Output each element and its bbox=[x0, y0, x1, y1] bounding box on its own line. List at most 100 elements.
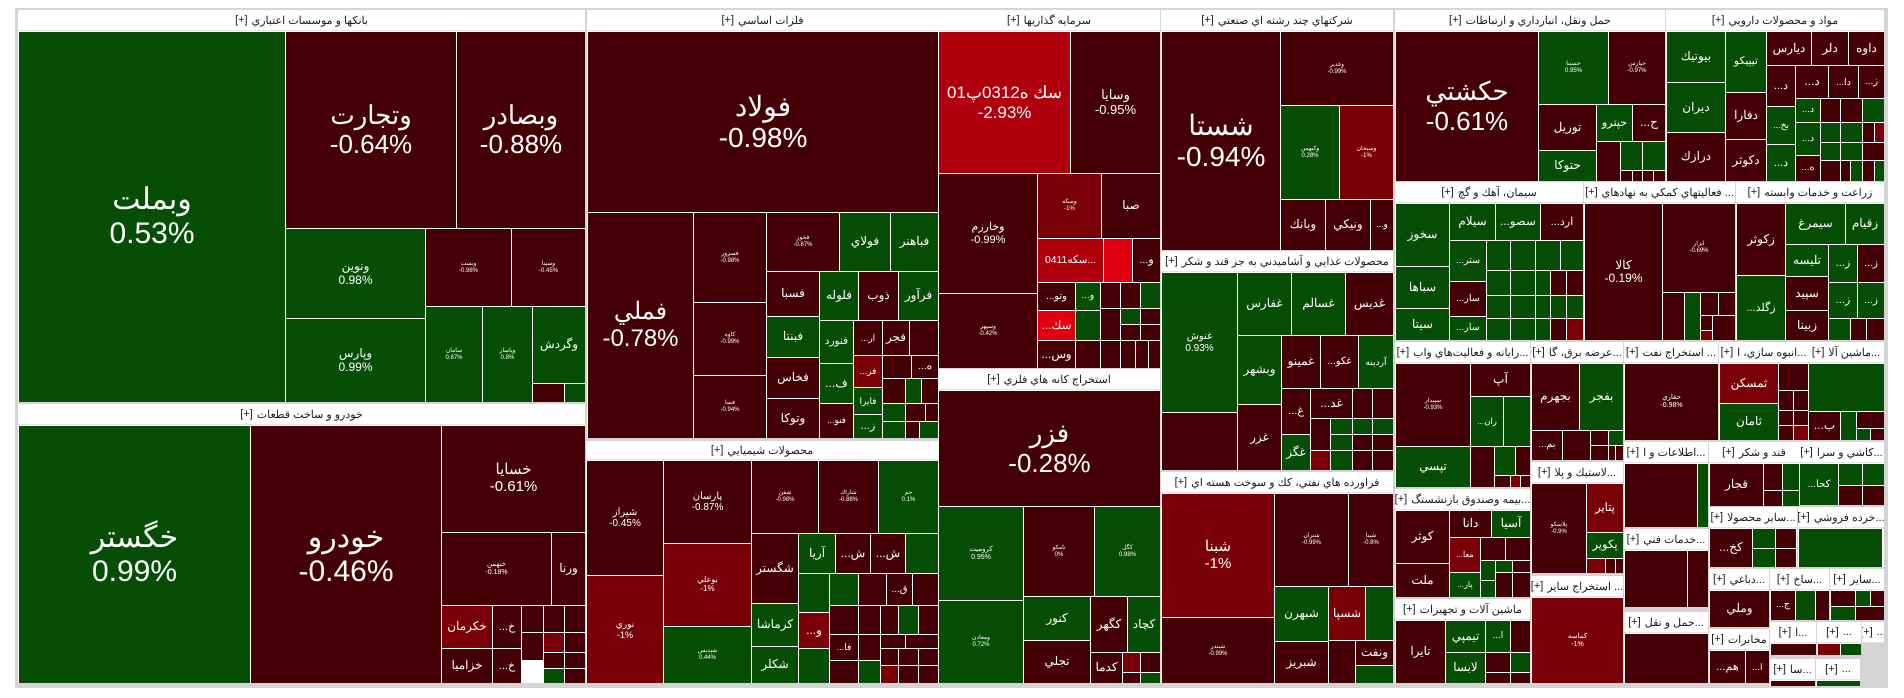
stock-tile[interactable] bbox=[1643, 171, 1653, 181]
stock-tile[interactable]: وبانك bbox=[1281, 200, 1325, 250]
expand-button[interactable]: [+] bbox=[1531, 580, 1544, 592]
stock-tile[interactable] bbox=[565, 384, 585, 402]
stock-tile[interactable]: سك ه0312پ01 -2.93% bbox=[939, 32, 1070, 173]
stock-tile[interactable] bbox=[1563, 431, 1590, 460]
stock-tile[interactable] bbox=[1609, 431, 1623, 445]
stock-tile[interactable]: غزر bbox=[1238, 405, 1281, 470]
stock-tile[interactable]: ...ز bbox=[1858, 245, 1884, 282]
sector-header[interactable]: خودرو و ساخت قطعات [+] bbox=[18, 404, 585, 425]
stock-tile[interactable] bbox=[1516, 447, 1530, 475]
stock-tile[interactable] bbox=[1867, 319, 1884, 340]
stock-tile[interactable] bbox=[1511, 653, 1530, 672]
expand-button[interactable]: [+] bbox=[1626, 533, 1640, 545]
sector-header[interactable]: محصولات غذايي و آشاميدني به جز قند و شكر… bbox=[1161, 251, 1393, 272]
stock-tile[interactable]: غنوش 0.93% bbox=[1162, 273, 1237, 412]
stock-tile[interactable] bbox=[1779, 426, 1793, 440]
stock-tile[interactable] bbox=[799, 649, 829, 683]
stock-tile[interactable] bbox=[1121, 325, 1140, 340]
stock-tile[interactable] bbox=[1841, 143, 1862, 160]
expand-button[interactable]: [+] bbox=[1007, 14, 1020, 26]
sector-header[interactable]: ...رايانه و فعاليت‌هاي واب [+] bbox=[1395, 342, 1530, 363]
stock-tile[interactable] bbox=[1121, 309, 1140, 324]
stock-tile[interactable] bbox=[926, 404, 938, 421]
stock-tile[interactable] bbox=[906, 422, 919, 438]
stock-tile[interactable]: غگز bbox=[1282, 435, 1310, 470]
stock-tile[interactable]: فايرا bbox=[854, 388, 882, 414]
stock-tile[interactable] bbox=[1311, 419, 1330, 450]
stock-tile[interactable]: فولاد -0.98% bbox=[588, 32, 938, 212]
stock-tile[interactable]: ...فنو bbox=[820, 404, 853, 438]
stock-tile[interactable] bbox=[1701, 331, 1712, 340]
stock-tile[interactable]: فخاس bbox=[767, 358, 819, 398]
sector-header[interactable]: ...[+] bbox=[1816, 659, 1860, 680]
stock-tile[interactable] bbox=[1506, 538, 1530, 560]
expand-button[interactable]: [+] bbox=[235, 14, 248, 26]
stock-tile[interactable]: ...ار bbox=[854, 321, 882, 355]
stock-tile[interactable]: فولاي bbox=[840, 213, 890, 271]
stock-tile[interactable]: حپترو bbox=[1597, 105, 1632, 141]
stock-tile[interactable]: وبشهر bbox=[1238, 336, 1281, 404]
stock-tile[interactable] bbox=[1513, 561, 1530, 572]
expand-button[interactable]: [+] bbox=[1800, 446, 1813, 458]
stock-tile[interactable] bbox=[830, 606, 858, 634]
stock-tile[interactable]: وتوكا bbox=[767, 399, 819, 438]
stock-tile[interactable] bbox=[1356, 666, 1393, 683]
stock-tile[interactable] bbox=[1495, 447, 1515, 475]
stock-tile[interactable]: ...دا bbox=[1829, 66, 1858, 98]
stock-tile[interactable] bbox=[883, 379, 905, 403]
stock-tile[interactable] bbox=[1783, 491, 1799, 506]
stock-tile[interactable] bbox=[1551, 271, 1566, 295]
stock-tile[interactable]: ...غكو bbox=[1321, 336, 1358, 388]
stock-tile[interactable]: تايرا bbox=[1396, 621, 1445, 683]
stock-tile[interactable] bbox=[1511, 673, 1530, 683]
stock-tile[interactable] bbox=[1504, 397, 1530, 446]
stock-tile[interactable]: ...ارد bbox=[1541, 204, 1583, 240]
stock-tile[interactable] bbox=[1496, 573, 1512, 597]
stock-tile[interactable]: غديس bbox=[1346, 273, 1393, 335]
stock-tile[interactable] bbox=[1829, 319, 1850, 340]
stock-tile[interactable] bbox=[1839, 486, 1862, 505]
stock-tile[interactable]: ...معا bbox=[1450, 538, 1480, 572]
stock-tile[interactable] bbox=[533, 384, 564, 402]
stock-tile[interactable] bbox=[1551, 296, 1566, 318]
stock-tile[interactable] bbox=[830, 661, 858, 683]
stock-tile[interactable] bbox=[830, 574, 858, 605]
stock-tile[interactable]: ...ز bbox=[1829, 283, 1857, 318]
stock-tile[interactable] bbox=[1101, 309, 1120, 340]
sector-header[interactable]: ...ساخ [+] bbox=[1770, 569, 1829, 590]
stock-tile[interactable]: ديران bbox=[1667, 83, 1725, 132]
stock-tile[interactable]: حفاري -0.98% bbox=[1625, 364, 1718, 440]
stock-tile[interactable]: وپارس 0.99% bbox=[286, 319, 425, 402]
stock-tile[interactable] bbox=[906, 379, 921, 403]
stock-tile[interactable]: كماسه -1% bbox=[1532, 598, 1623, 683]
stock-tile[interactable]: حتوكا bbox=[1539, 151, 1596, 181]
stock-tile[interactable]: ...خ bbox=[493, 606, 521, 648]
stock-tile[interactable] bbox=[919, 666, 938, 683]
stock-tile[interactable]: وگردش bbox=[533, 307, 585, 383]
stock-tile[interactable] bbox=[883, 404, 905, 421]
stock-tile[interactable]: ...ا bbox=[1486, 621, 1510, 652]
stock-tile[interactable] bbox=[1783, 464, 1799, 490]
stock-tile[interactable] bbox=[1311, 451, 1330, 470]
stock-tile[interactable]: فنورد bbox=[820, 321, 853, 363]
stock-tile[interactable] bbox=[1141, 673, 1160, 683]
stock-tile[interactable] bbox=[1141, 653, 1160, 672]
expand-button[interactable]: [+] bbox=[1537, 466, 1551, 478]
stock-tile[interactable] bbox=[1076, 311, 1100, 340]
stock-tile[interactable]: دفارا bbox=[1726, 93, 1766, 139]
stock-tile[interactable] bbox=[1856, 591, 1870, 606]
stock-tile[interactable] bbox=[544, 633, 564, 652]
stock-tile[interactable]: شتران -0.99% bbox=[1275, 494, 1348, 586]
stock-tile[interactable] bbox=[1621, 171, 1632, 181]
stock-tile[interactable]: ...و bbox=[1371, 200, 1393, 250]
stock-tile[interactable]: ...زگلد bbox=[1737, 276, 1785, 340]
stock-tile[interactable]: پلاسكو -0.9% bbox=[1532, 484, 1586, 573]
stock-tile[interactable]: ونفت bbox=[1356, 641, 1393, 665]
sector-header[interactable]: ماشين آلات و تجهيزات [+] bbox=[1395, 599, 1530, 620]
stock-tile[interactable] bbox=[883, 356, 911, 378]
stock-tile[interactable]: شپديس 0.44% bbox=[664, 627, 751, 683]
sector-header[interactable]: محصولات شيميايي [+] bbox=[586, 441, 938, 460]
expand-button[interactable]: [+] bbox=[987, 373, 1000, 385]
expand-button[interactable]: [+] bbox=[1713, 573, 1726, 585]
stock-tile[interactable] bbox=[1871, 591, 1884, 606]
